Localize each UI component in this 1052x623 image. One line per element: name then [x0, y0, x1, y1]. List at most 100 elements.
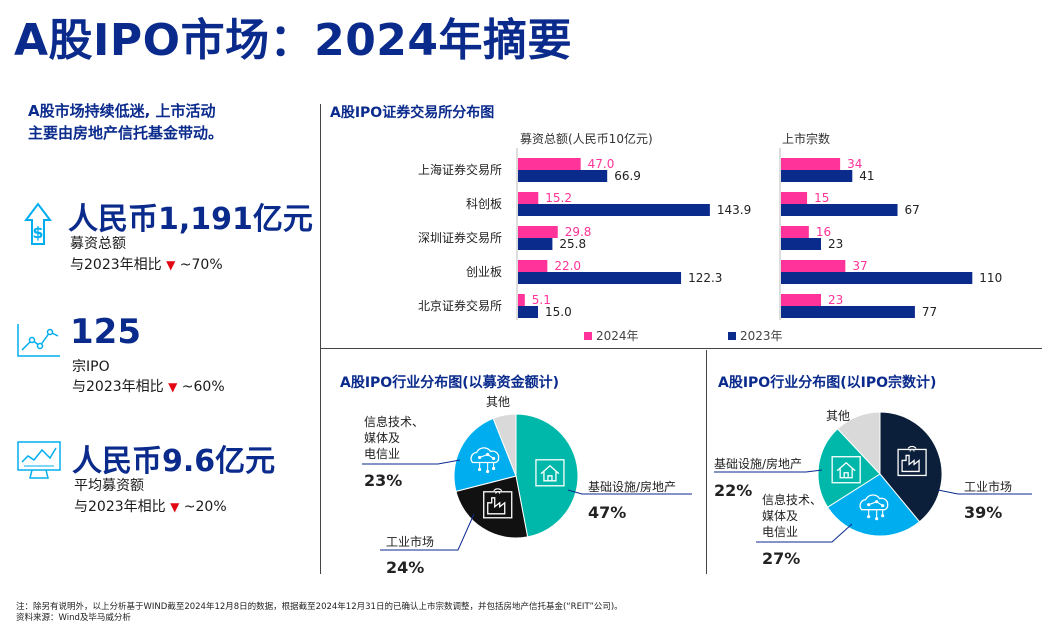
bar-2023-count [781, 204, 898, 216]
slice-label-tmt-3: 电信业 [364, 447, 400, 461]
bar-2023-amount [518, 170, 608, 182]
kpi-count-value: 125 [70, 312, 141, 352]
legend-swatch-2024 [584, 332, 592, 340]
kpi-change-value: ~20% [183, 499, 227, 515]
category-label: 创业板 [466, 265, 502, 279]
count-axis-caption: 上市宗数 [782, 132, 831, 146]
bar-2023-count [781, 272, 973, 284]
data-label-2024-count: 16 [816, 225, 831, 239]
kpi-change-value: ~70% [179, 257, 223, 273]
kpi-change-value: ~60% [181, 379, 225, 395]
slice-label-industrial: 工业市场 [964, 479, 1012, 494]
bar-2023-count [781, 170, 853, 182]
kpi-average-compare: 与2023年相比 ▼ ~20% [74, 497, 227, 517]
kpi-raised-value: 人民币1,191亿元 [68, 202, 313, 237]
data-label-2024-amount: 29.8 [565, 225, 592, 239]
bar-2023-count [781, 238, 821, 250]
category-label: 上海证券交易所 [418, 162, 502, 177]
data-label-2023-amount: 66.9 [614, 169, 641, 183]
page-title: A股IPO市场：2024年摘要 [14, 15, 573, 66]
slice-value-tmt: 23% [364, 471, 402, 490]
slice-value-tmt: 27% [762, 549, 800, 568]
data-label-2024-amount: 5.1 [532, 293, 551, 307]
bar-2023-amount [518, 306, 538, 318]
slice-value-industrial: 24% [386, 558, 424, 577]
bar-2023-amount [518, 272, 682, 284]
data-label-2023-count: 23 [828, 237, 843, 251]
house-icon [535, 459, 565, 487]
bar-2024-count [781, 260, 846, 272]
bar-2024-count [781, 158, 841, 170]
category-label: 深圳证券交易所 [418, 230, 502, 245]
bar-2024-count [781, 294, 821, 306]
pie-slice [879, 411, 943, 523]
data-label-2023-count: 67 [905, 203, 920, 217]
bar-2023-amount [518, 238, 553, 250]
data-label-2023-amount: 122.3 [688, 271, 722, 285]
intro-text: A股市场持续低迷, 上市活动 主要由房地产信托基金带动。 [28, 100, 298, 144]
leader-line [756, 523, 853, 543]
data-label-2023-count: 77 [922, 305, 937, 319]
kpi-raised-label: 募资总额 [70, 236, 126, 252]
slice-label-other: 其他 [826, 409, 850, 423]
kpi-compare-text: 与2023年相比 [72, 379, 164, 395]
data-label-2023-count: 41 [859, 169, 874, 183]
category-label: 科创板 [466, 197, 502, 211]
industry-amount-title: A股IPO行业分布图(以募资金额计) [340, 375, 560, 391]
amount-axis-caption: 募资总额(人民币10亿元) [520, 132, 653, 146]
bar-2024-amount [518, 260, 548, 272]
vertical-divider-right [706, 350, 707, 574]
slice-label-infrastructure: 基础设施/房地产 [588, 479, 676, 494]
kpi-average-label: 平均募资额 [74, 478, 144, 494]
data-label-2024-count: 23 [828, 293, 843, 307]
slice-label-tmt-2: 媒体及 [762, 509, 798, 523]
kpi-count-compare: 与2023年相比 ▼ ~60% [72, 377, 225, 397]
slice-label-tmt-2: 媒体及 [364, 431, 400, 445]
leader-line [714, 469, 823, 473]
kpi-compare-text: 与2023年相比 [74, 499, 166, 515]
monitor-chart-icon [16, 440, 62, 480]
factory-icon [483, 488, 513, 519]
slice-label-other: 其他 [486, 395, 510, 409]
down-arrow-icon: ▼ [170, 500, 180, 514]
factory-icon [897, 445, 927, 477]
pie-slice [817, 428, 881, 508]
intro-line-2: 主要由房地产信托基金带动。 [28, 124, 224, 142]
slice-label-infrastructure: 基础设施/房地产 [714, 456, 802, 471]
kpi-raised-compare: 与2023年相比 ▼ ~70% [70, 255, 223, 275]
intro-line-1: A股市场持续低迷, 上市活动 [28, 102, 216, 120]
bar-2023-count [781, 306, 915, 318]
kpi-compare-text: 与2023年相比 [70, 257, 162, 273]
down-arrow-icon: ▼ [166, 258, 176, 272]
pie-slice [836, 411, 881, 476]
pie-slice [826, 473, 921, 537]
data-label-2023-amount: 25.8 [559, 237, 586, 251]
leader-line [567, 489, 692, 495]
data-label-2024-count: 34 [847, 157, 862, 171]
legend-swatch-2023 [728, 332, 736, 340]
leader-line [380, 513, 475, 551]
down-arrow-icon: ▼ [168, 380, 178, 394]
industry-count-title: A股IPO行业分布图(以IPO宗数计) [718, 375, 937, 391]
vertical-divider-left [320, 104, 321, 574]
horizontal-divider [320, 348, 1042, 349]
line-chart-icon [16, 322, 62, 358]
pie-slice [492, 413, 517, 477]
leader-line [362, 459, 461, 465]
bar-2023-amount [518, 204, 710, 216]
slice-label-tmt-1: 信息技术、 [364, 414, 424, 429]
bar-2024-count [781, 192, 808, 204]
footnote-note: 注：除另有说明外，以上分析基于WIND截至2024年12月8日的数据，根据截至2… [16, 602, 623, 612]
data-label-2024-count: 15 [814, 191, 829, 205]
slice-label-industrial: 工业市场 [386, 534, 434, 549]
exchange-chart-title: A股IPO证券交易所分布图 [330, 105, 495, 121]
data-label-2024-amount: 22.0 [554, 259, 581, 273]
dollar-arrow-icon: $ [20, 198, 56, 248]
kpi-count-label: 宗IPO [72, 359, 110, 375]
bar-2024-amount [518, 226, 558, 238]
data-label-2024-count: 37 [852, 259, 867, 273]
